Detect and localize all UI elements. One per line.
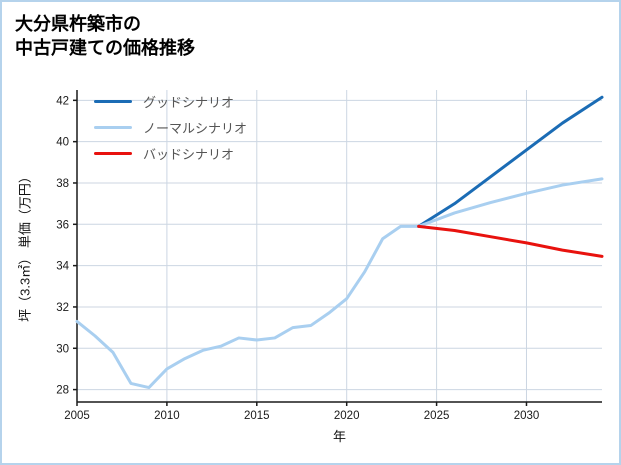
- svg-text:2020: 2020: [334, 410, 360, 422]
- y-axis-label: 坪（3.3㎡） 単価（万円）: [17, 170, 33, 322]
- svg-text:2010: 2010: [154, 410, 180, 422]
- chart-legend: グッドシナリオ ノーマルシナリオ バッドシナリオ: [94, 92, 247, 170]
- bad-scenario-line-swatch: [94, 151, 132, 155]
- svg-text:2005: 2005: [64, 410, 90, 422]
- svg-text:28: 28: [56, 385, 69, 397]
- svg-text:30: 30: [56, 343, 69, 355]
- legend-label-bad-scenario: バッドシナリオ: [143, 146, 235, 162]
- svg-text:40: 40: [56, 137, 69, 149]
- svg-text:2015: 2015: [244, 410, 270, 422]
- legend-label-normal-scenario: ノーマルシナリオ: [143, 120, 248, 136]
- x-axis-label: 年: [332, 429, 346, 444]
- legend-item-bad-scenario: バッドシナリオ: [94, 144, 247, 162]
- legend-item-normal-scenario: ノーマルシナリオ: [94, 118, 247, 136]
- legend-label-good-scenario: グッドシナリオ: [143, 94, 235, 110]
- normal-scenario-line-swatch: [94, 125, 132, 129]
- chart-title: 大分県杵築市の 中古戸建ての価格推移: [15, 12, 195, 61]
- good-scenario-line-swatch: [94, 99, 132, 103]
- svg-text:34: 34: [56, 261, 69, 273]
- chart-title-line2: 中古戸建ての価格推移: [15, 38, 195, 59]
- svg-text:32: 32: [56, 302, 69, 314]
- legend-item-good-scenario: グッドシナリオ: [94, 92, 247, 110]
- svg-text:2030: 2030: [514, 410, 540, 422]
- svg-text:36: 36: [56, 219, 69, 231]
- chart-title-line1: 大分県杵築市の: [15, 14, 141, 34]
- svg-text:38: 38: [56, 178, 69, 190]
- svg-text:42: 42: [56, 95, 69, 107]
- svg-text:2025: 2025: [424, 410, 450, 422]
